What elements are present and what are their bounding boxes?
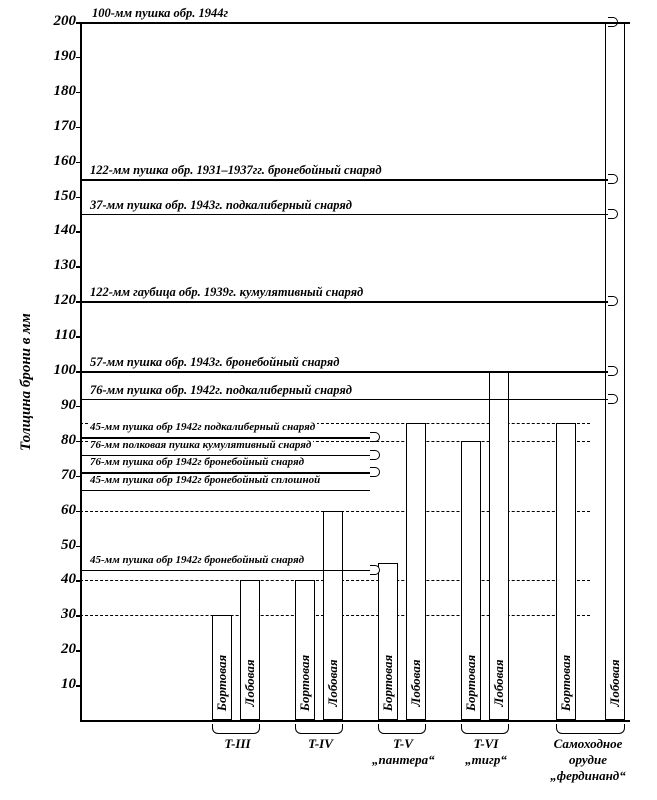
gun-label: 100-мм пушка обр. 1944г bbox=[90, 6, 230, 21]
y-tick-mark bbox=[76, 197, 82, 199]
gun-penetration-line bbox=[80, 179, 608, 181]
gun-label: 45-мм пушка обр 1942г подкалиберный снар… bbox=[88, 421, 317, 433]
shell-tip-icon bbox=[608, 394, 618, 404]
y-tick: 100 bbox=[38, 362, 76, 379]
gun-penetration-line bbox=[80, 570, 370, 572]
y-tick: 50 bbox=[38, 537, 76, 554]
tank-bracket bbox=[461, 724, 509, 734]
tank-label: T-V„пантера“ bbox=[372, 736, 434, 768]
tank-bracket bbox=[212, 724, 260, 734]
y-tick: 200 bbox=[38, 13, 76, 30]
shell-tip-icon bbox=[370, 467, 380, 477]
gun-label: 122-мм гаубица обр. 1939г. кумулятивный … bbox=[88, 285, 365, 300]
y-tick-mark bbox=[76, 162, 82, 164]
armor-bar-label: Бортовая bbox=[380, 643, 396, 723]
y-tick-mark bbox=[76, 685, 82, 687]
armor-bar-label: Лобовая bbox=[408, 643, 424, 723]
x-axis-line bbox=[80, 720, 630, 722]
gun-penetration-line bbox=[80, 214, 608, 216]
gun-label: 122-мм пушка обр. 1931–1937гг. бронебойн… bbox=[88, 163, 384, 178]
gun-label: 76-мм полковая пушка кумулятивный снаряд bbox=[88, 439, 313, 451]
y-tick-mark bbox=[76, 546, 82, 548]
tank-bracket bbox=[295, 724, 343, 734]
y-tick-mark bbox=[76, 336, 82, 338]
shell-tip-icon bbox=[370, 565, 380, 575]
armor-bar-label: Лобовая bbox=[607, 643, 623, 723]
y-tick-mark bbox=[76, 57, 82, 59]
y-tick-mark bbox=[76, 266, 82, 268]
tank-bracket bbox=[556, 724, 625, 734]
gun-label: 37-мм пушка обр. 1943г. подкалиберный сн… bbox=[88, 198, 354, 213]
y-tick: 10 bbox=[38, 676, 76, 693]
y-tick: 140 bbox=[38, 222, 76, 239]
y-tick: 150 bbox=[38, 188, 76, 205]
armor-bar-label: Лобовая bbox=[325, 643, 341, 723]
y-tick-mark bbox=[76, 92, 82, 94]
armor-penetration-chart: Толщина брони в мм 10 20 30 40 50 60 70 80 90 100 1… bbox=[0, 0, 657, 800]
y-tick: 40 bbox=[38, 571, 76, 588]
tank-label: T-IV bbox=[293, 736, 348, 752]
armor-bar-label: Лобовая bbox=[491, 643, 507, 723]
y-tick-mark bbox=[76, 127, 82, 129]
gun-penetration-line bbox=[80, 301, 608, 303]
gun-penetration-line bbox=[80, 399, 608, 401]
gun-label: 45-мм пушка обр 1942г бронебойный сплошн… bbox=[88, 474, 322, 486]
gun-label: 76-мм пушка обр 1942г бронебойный снаряд bbox=[88, 456, 306, 468]
y-tick: 60 bbox=[38, 502, 76, 519]
y-tick: 190 bbox=[38, 48, 76, 65]
y-tick: 120 bbox=[38, 292, 76, 309]
y-tick: 130 bbox=[38, 257, 76, 274]
gun-penetration-line bbox=[80, 490, 370, 492]
armor-bar-label: Бортовая bbox=[214, 643, 230, 723]
y-tick-mark bbox=[76, 406, 82, 408]
y-tick-mark bbox=[76, 231, 82, 233]
armor-bar-label: Бортовая bbox=[463, 643, 479, 723]
shell-tip-icon bbox=[370, 450, 380, 460]
y-tick: 170 bbox=[38, 118, 76, 135]
tank-label: Самоходноеорудие„фердинанд“ bbox=[543, 736, 633, 784]
y-tick: 90 bbox=[38, 397, 76, 414]
tank-bracket bbox=[378, 724, 426, 734]
gun-penetration-line bbox=[80, 371, 608, 373]
shell-tip-icon bbox=[608, 366, 618, 376]
top-line bbox=[80, 22, 630, 24]
shell-tip-icon bbox=[608, 209, 618, 219]
y-tick-mark bbox=[76, 650, 82, 652]
y-tick: 110 bbox=[38, 327, 76, 344]
gun-label: 76-мм пушка обр. 1942г. подкалиберный сн… bbox=[88, 383, 354, 398]
y-tick: 30 bbox=[38, 606, 76, 623]
armor-bar-label: Бортовая bbox=[558, 643, 574, 723]
y-tick-mark bbox=[76, 476, 82, 478]
tank-label: T-III bbox=[210, 736, 265, 752]
y-tick: 180 bbox=[38, 83, 76, 100]
y-tick: 20 bbox=[38, 641, 76, 658]
y-axis-label: Толщина брони в мм bbox=[18, 313, 35, 451]
gun-label: 45-мм пушка обр 1942г бронебойный снаряд bbox=[88, 554, 306, 566]
tank-label: T-VI„тигр“ bbox=[455, 736, 517, 768]
y-tick: 80 bbox=[38, 432, 76, 449]
gun-label: 57-мм пушка обр. 1943г. бронебойный снар… bbox=[88, 355, 341, 370]
y-tick: 70 bbox=[38, 467, 76, 484]
armor-bar-label: Бортовая bbox=[297, 643, 313, 723]
y-tick: 160 bbox=[38, 153, 76, 170]
armor-bar-label: Лобовая bbox=[242, 643, 258, 723]
shell-tip-icon bbox=[608, 174, 618, 184]
